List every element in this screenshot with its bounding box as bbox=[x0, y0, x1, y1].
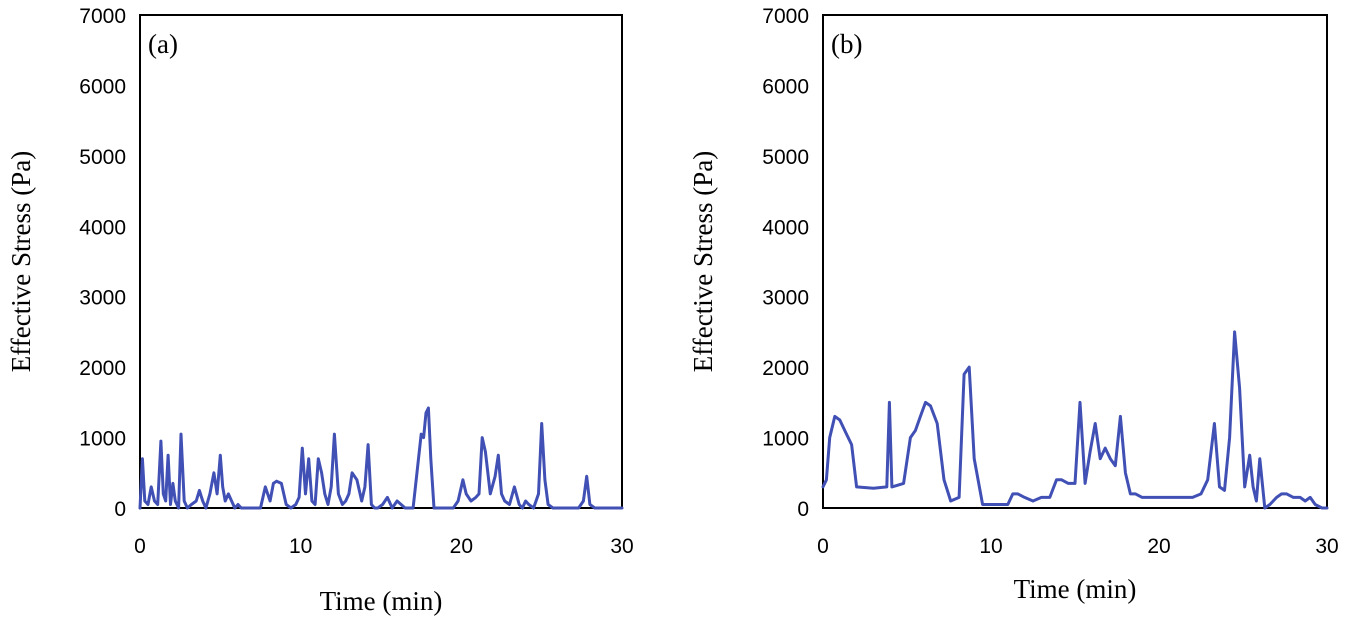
x-tick-label: 30 bbox=[1315, 535, 1338, 558]
y-tick-label: 3000 bbox=[79, 287, 126, 310]
series-line bbox=[821, 330, 1329, 510]
y-tick-label: 2000 bbox=[79, 357, 126, 380]
series-line bbox=[138, 406, 624, 510]
y-tick-label: 5000 bbox=[79, 146, 126, 169]
y-tick-label: 3000 bbox=[762, 287, 809, 310]
y-tick-label: 1000 bbox=[762, 428, 809, 451]
y-tick-label: 4000 bbox=[79, 216, 126, 239]
y-tick-label: 1000 bbox=[79, 428, 126, 451]
y-tick-label: 0 bbox=[797, 498, 809, 521]
x-axis-title: Time (min) bbox=[320, 586, 443, 616]
y-tick-label: 4000 bbox=[762, 216, 809, 239]
y-tick-label: 0 bbox=[114, 498, 126, 521]
plot-frame bbox=[822, 14, 1328, 509]
panel-label: (a) bbox=[148, 29, 178, 59]
x-tick-label: 0 bbox=[817, 535, 829, 558]
chart-a: 0 1000 2000 3000 4000 5000 6000 7000 0 10 20 30 Effe… bbox=[6, 5, 634, 616]
x-tick-label: 30 bbox=[610, 535, 633, 558]
chart-b: 0 1000 2000 3000 4000 5000 6000 7000 0 10 20 30 Effe… bbox=[688, 5, 1339, 604]
x-tick-label: 0 bbox=[134, 535, 146, 558]
x-tick-label: 10 bbox=[289, 535, 312, 558]
plot-frame bbox=[139, 14, 623, 509]
x-axis-title: Time (min) bbox=[1014, 574, 1137, 604]
y-tick-label: 7000 bbox=[762, 5, 809, 28]
y-axis-title: Effective Stress (Pa) bbox=[688, 151, 718, 372]
x-tick-label: 20 bbox=[1147, 535, 1170, 558]
x-tick-label: 20 bbox=[450, 535, 473, 558]
y-axis-title: Effective Stress (Pa) bbox=[6, 151, 36, 372]
y-tick-label: 5000 bbox=[762, 146, 809, 169]
y-tick-label: 6000 bbox=[79, 75, 126, 98]
x-tick-label: 10 bbox=[979, 535, 1002, 558]
y-tick-label: 7000 bbox=[79, 5, 126, 28]
y-tick-label: 2000 bbox=[762, 357, 809, 380]
panel-label: (b) bbox=[831, 29, 862, 59]
y-tick-label: 6000 bbox=[762, 75, 809, 98]
